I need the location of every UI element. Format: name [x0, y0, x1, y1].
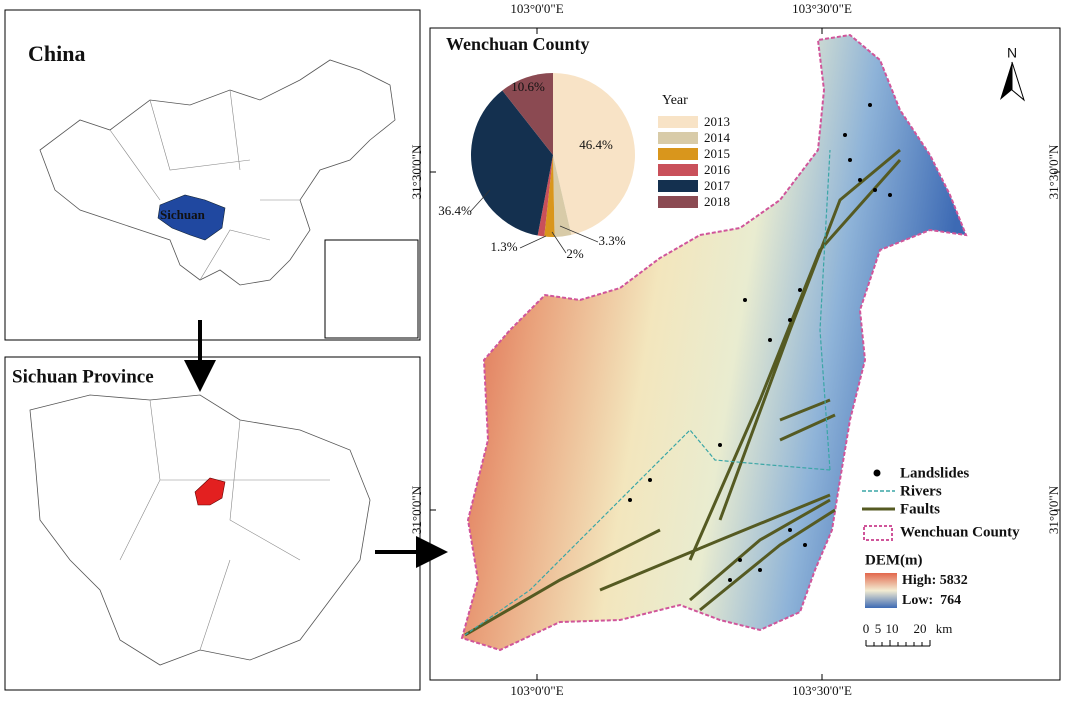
bottom-coord: 103°30'0"E — [792, 683, 852, 698]
leader-line — [519, 235, 547, 249]
legend-swatch — [658, 196, 698, 208]
sichuan-label: Sichuan — [160, 207, 206, 222]
rivers — [464, 149, 831, 636]
china-title: China — [28, 41, 85, 66]
legend-label: Landslides — [900, 465, 969, 481]
legend-swatch — [658, 116, 698, 128]
legend-label: 2015 — [704, 146, 730, 161]
slice-label: 36.4% — [438, 203, 472, 218]
dem-low: Low: 764 — [902, 593, 961, 608]
leader-line — [559, 225, 599, 243]
slice-label: 2% — [566, 246, 584, 261]
china-outline — [39, 59, 396, 286]
legend-label: Rivers — [900, 483, 942, 499]
legend-label: 2017 — [704, 178, 731, 193]
province-outline — [29, 394, 371, 666]
north-arrow — [1000, 62, 1012, 100]
dem-ramp — [865, 573, 897, 608]
scale-label: 5 — [875, 621, 882, 636]
province-frame — [4, 356, 421, 691]
dem-high: High: 5832 — [902, 573, 968, 588]
right-coord: 31°30'0"N — [1046, 144, 1061, 199]
legend-swatch — [658, 180, 698, 192]
scale-label: 0 — [863, 621, 870, 636]
slice-label: 1.3% — [490, 239, 517, 254]
county-lines — [119, 399, 330, 651]
slice-label: 46.4% — [579, 137, 613, 152]
pie-slice — [553, 73, 635, 235]
legend-label: Wenchuan County — [900, 524, 1020, 540]
china-frame — [4, 9, 421, 341]
pie-slice — [537, 155, 553, 237]
province-title: Sichuan Province — [12, 366, 154, 387]
pie-slice — [553, 155, 572, 237]
county-dem — [460, 33, 968, 652]
landslides — [628, 103, 892, 582]
map-frame — [429, 27, 1061, 681]
left-coord: 31°30'0"N — [409, 144, 424, 199]
sichuan-highlight — [157, 194, 226, 241]
north-arrow — [1011, 61, 1025, 102]
right-coord: 31°0'0"N — [1046, 485, 1061, 534]
top-coord: 103°0'0"E — [510, 1, 563, 16]
legend-title: Year — [662, 93, 688, 108]
wenchuan-highlight — [194, 477, 226, 506]
scale-label: 10 — [886, 621, 899, 636]
pie-slice — [470, 90, 553, 236]
left-coord: 31°0'0"N — [409, 485, 424, 534]
legend-label: 2013 — [704, 114, 730, 129]
top-coord: 103°30'0"E — [792, 1, 852, 16]
leader-line — [469, 189, 491, 213]
pie-chart: 46.4% 2013 3.3% 2014 2% 2015 1.3% 2016 36.4% 2017… — [438, 73, 731, 261]
map-title: Wenchuan County — [446, 34, 590, 54]
legend-landslide-symbol — [873, 469, 881, 477]
dem-title: DEM(m) — [865, 552, 922, 568]
scale-label: 20 — [914, 621, 927, 636]
inset-frame — [324, 239, 419, 339]
frame-ticks — [430, 28, 1060, 680]
legend-swatch — [658, 148, 698, 160]
scale-label: km — [936, 621, 953, 636]
bottom-coord: 103°0'0"E — [510, 683, 563, 698]
legend-swatch — [658, 132, 698, 144]
legend-label: 2018 — [704, 194, 730, 209]
legend-swatch — [658, 164, 698, 176]
province-lines — [109, 89, 300, 281]
legend-label: 2014 — [704, 130, 731, 145]
legend-county-symbol — [863, 525, 893, 541]
faults — [464, 148, 902, 637]
pie-slice — [502, 73, 553, 155]
legend-label: Faults — [900, 501, 940, 517]
leader-line — [551, 231, 567, 254]
scale-bar — [865, 640, 931, 647]
slice-label: 10.6% — [511, 79, 545, 94]
pie-slice — [544, 155, 555, 237]
legend-label: 2016 — [704, 162, 731, 177]
north-label: N — [1007, 45, 1017, 61]
slice-label: 3.3% — [598, 233, 625, 248]
